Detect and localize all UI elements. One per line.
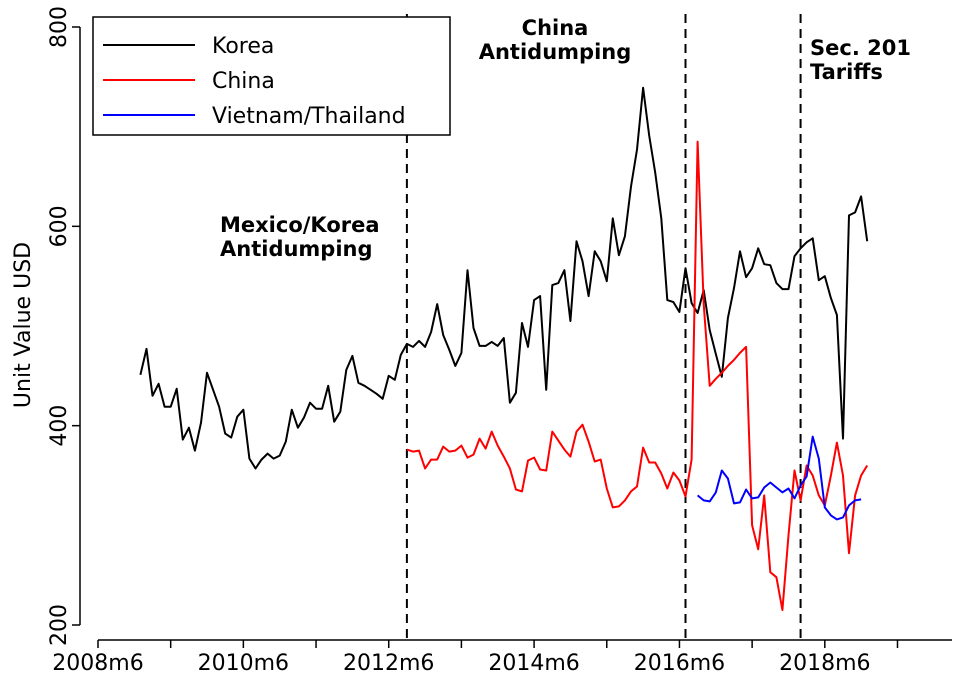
x-tick-label: 2010m6 (198, 651, 289, 676)
y-axis-title: Unit Value USD (11, 242, 36, 408)
event-annotation: Tariffs (810, 60, 883, 84)
x-tick-label: 2012m6 (343, 651, 434, 676)
x-tick-label: 2018m6 (779, 651, 870, 676)
series-line (406, 140, 869, 611)
event-annotation: Mexico/Korea (220, 213, 380, 237)
legend: Korea China Vietnam/Thailand (92, 16, 451, 136)
y-tick-label: 600 (47, 205, 72, 247)
event-annotation: Sec. 201 (810, 36, 911, 60)
legend-label: Korea (212, 34, 274, 59)
legend-label: China (212, 69, 275, 94)
series-line (696, 435, 862, 521)
x-tick-label: 2014m6 (488, 651, 579, 676)
x-tick-label: 2016m6 (634, 651, 725, 676)
legend-label: Vietnam/Thailand (212, 104, 406, 129)
y-tick-label: 200 (47, 604, 72, 646)
event-annotation: Antidumping (479, 40, 632, 64)
series-line (139, 86, 869, 470)
event-annotation: Antidumping (220, 237, 373, 261)
y-tick-label: 800 (47, 6, 72, 48)
x-tick-label: 2008m6 (52, 651, 143, 676)
y-tick-label: 400 (47, 405, 72, 447)
event-annotation: China (522, 16, 589, 40)
